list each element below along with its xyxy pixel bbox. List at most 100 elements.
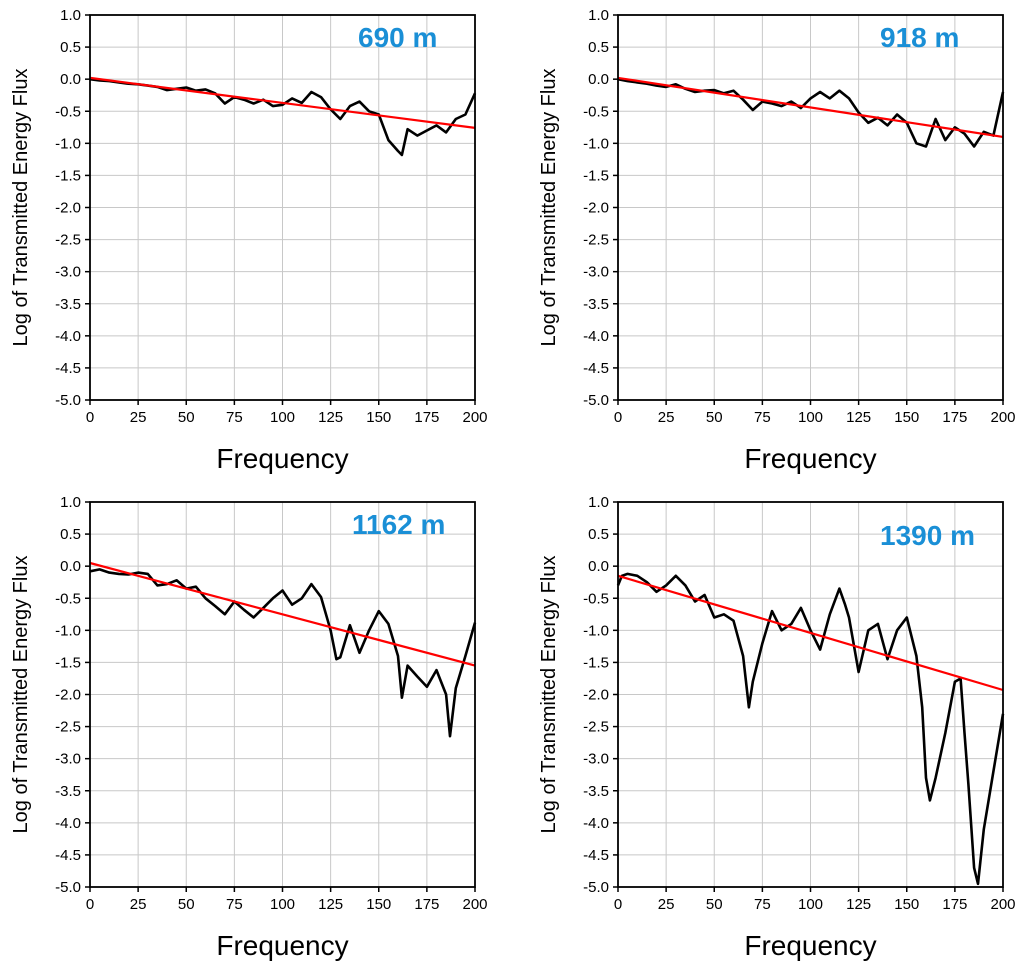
x-tick-label: 25 — [658, 409, 675, 426]
y-tick-label: -0.5 — [55, 590, 81, 607]
y-tick-label: -5.0 — [583, 392, 609, 409]
y-tick-label: 1.0 — [60, 494, 81, 511]
y-tick-label: 1.0 — [588, 7, 609, 24]
y-tick-label: 0.0 — [60, 558, 81, 575]
x-axis-title: Frequency — [744, 443, 876, 474]
data-series-line — [616, 572, 1005, 886]
y-tick-label: -2.5 — [583, 719, 609, 736]
y-axis-title: Log of Transmitted Energy Flux — [538, 556, 560, 834]
x-tick-label: 0 — [86, 409, 94, 426]
y-tick-label: -3.0 — [583, 264, 609, 281]
y-tick-label: -3.0 — [55, 264, 81, 281]
y-tick-label: -3.5 — [55, 296, 81, 313]
y-tick-label: -4.0 — [583, 815, 609, 832]
x-tick-label: 25 — [130, 896, 147, 913]
chart-panel-2: 0 25 50 75 100 125 150 175 200 1.0 0.5 0.0 -0.5 -1.0 -… — [10, 494, 488, 961]
y-tick-label: -2.0 — [55, 200, 81, 217]
y-tick-label: -1.5 — [55, 167, 81, 184]
x-tick-label: 150 — [894, 896, 919, 913]
x-tick-label: 150 — [894, 409, 919, 426]
x-axis-title: Frequency — [216, 443, 348, 474]
plot-frame — [617, 14, 1004, 401]
y-tick-label: -2.0 — [583, 687, 609, 704]
y-tick-label: -1.0 — [55, 622, 81, 639]
y-tick-label: -5.0 — [55, 392, 81, 409]
y-tick-label: -2.0 — [55, 687, 81, 704]
y-axis-title: Log of Transmitted Energy Flux — [10, 556, 32, 834]
x-tick-label: 150 — [366, 896, 391, 913]
y-tick-label: -2.0 — [583, 200, 609, 217]
x-tick-label: 0 — [86, 896, 94, 913]
y-tick-label: -5.0 — [55, 879, 81, 896]
x-tick-label: 100 — [270, 409, 295, 426]
y-tick-label: -3.0 — [583, 751, 609, 768]
y-tick-label: -4.5 — [583, 847, 609, 864]
chart-panel-0: 0 25 50 75 100 125 150 175 200 1.0 0.5 0.0 -0.5 -1.0 -… — [10, 7, 488, 474]
x-tick-label: 200 — [990, 896, 1015, 913]
fit-line — [89, 76, 476, 129]
fit-line — [89, 561, 476, 667]
x-tick-label: 75 — [754, 896, 771, 913]
depth-label: 1390 m — [880, 520, 975, 551]
x-tick-label: 0 — [614, 896, 622, 913]
y-tick-label: -4.0 — [55, 328, 81, 345]
y-tick-label: -5.0 — [583, 879, 609, 896]
depth-label: 1162 m — [352, 509, 445, 540]
x-tick-label: 75 — [226, 896, 243, 913]
x-tick-label: 200 — [462, 409, 487, 426]
x-tick-label: 50 — [706, 896, 723, 913]
x-tick-label: 100 — [270, 896, 295, 913]
y-tick-label: 0.0 — [60, 71, 81, 88]
y-tick-label: -1.0 — [583, 135, 609, 152]
x-tick-label: 75 — [226, 409, 243, 426]
y-tick-label: 0.5 — [60, 39, 81, 56]
x-tick-label: 0 — [614, 409, 622, 426]
y-tick-label: -3.5 — [583, 783, 609, 800]
x-tick-label: 100 — [798, 409, 823, 426]
y-tick-label: -0.5 — [55, 103, 81, 120]
plot-frame — [89, 501, 476, 888]
y-tick-label: -1.5 — [583, 167, 609, 184]
x-tick-label: 125 — [846, 896, 871, 913]
y-tick-label: 0.5 — [588, 526, 609, 543]
x-tick-label: 175 — [414, 896, 439, 913]
x-tick-label: 125 — [318, 409, 343, 426]
x-tick-label: 200 — [462, 896, 487, 913]
y-tick-label: -2.5 — [583, 232, 609, 249]
y-axis-title: Log of Transmitted Energy Flux — [10, 69, 32, 347]
x-tick-label: 175 — [942, 409, 967, 426]
plot-frame — [617, 501, 1004, 888]
x-tick-label: 50 — [178, 896, 195, 913]
y-tick-label: -4.0 — [583, 328, 609, 345]
y-tick-label: -4.0 — [55, 815, 81, 832]
y-tick-label: 1.0 — [588, 494, 609, 511]
y-tick-label: -1.5 — [55, 654, 81, 671]
x-tick-label: 25 — [130, 409, 147, 426]
depth-label: 690 m — [358, 22, 437, 53]
y-tick-label: -3.0 — [55, 751, 81, 768]
x-tick-label: 200 — [990, 409, 1015, 426]
plot-frame — [89, 14, 476, 401]
x-tick-label: 125 — [318, 896, 343, 913]
y-tick-label: 0.5 — [588, 39, 609, 56]
y-tick-label: -1.5 — [583, 654, 609, 671]
data-series-line — [89, 568, 477, 738]
y-tick-label: -4.5 — [55, 360, 81, 377]
x-tick-label: 125 — [846, 409, 871, 426]
y-tick-label: -1.0 — [55, 135, 81, 152]
chart-panel-3: 0 25 50 75 100 125 150 175 200 1.0 0.5 0.0 -0.5 -1.0 -… — [538, 494, 1016, 961]
y-tick-label: -3.5 — [55, 783, 81, 800]
y-tick-label: -2.5 — [55, 232, 81, 249]
y-tick-label: -0.5 — [583, 590, 609, 607]
chart-panel-1: 0 25 50 75 100 125 150 175 200 1.0 0.5 0.0 -0.5 -1.0 -… — [538, 7, 1016, 474]
x-tick-label: 150 — [366, 409, 391, 426]
y-tick-label: 1.0 — [60, 7, 81, 24]
y-tick-label: -4.5 — [583, 360, 609, 377]
x-tick-label: 50 — [178, 409, 195, 426]
y-tick-label: -3.5 — [583, 296, 609, 313]
y-tick-label: 0.0 — [588, 71, 609, 88]
y-tick-label: -2.5 — [55, 719, 81, 736]
x-tick-label: 75 — [754, 409, 771, 426]
x-axis-title: Frequency — [216, 930, 348, 961]
